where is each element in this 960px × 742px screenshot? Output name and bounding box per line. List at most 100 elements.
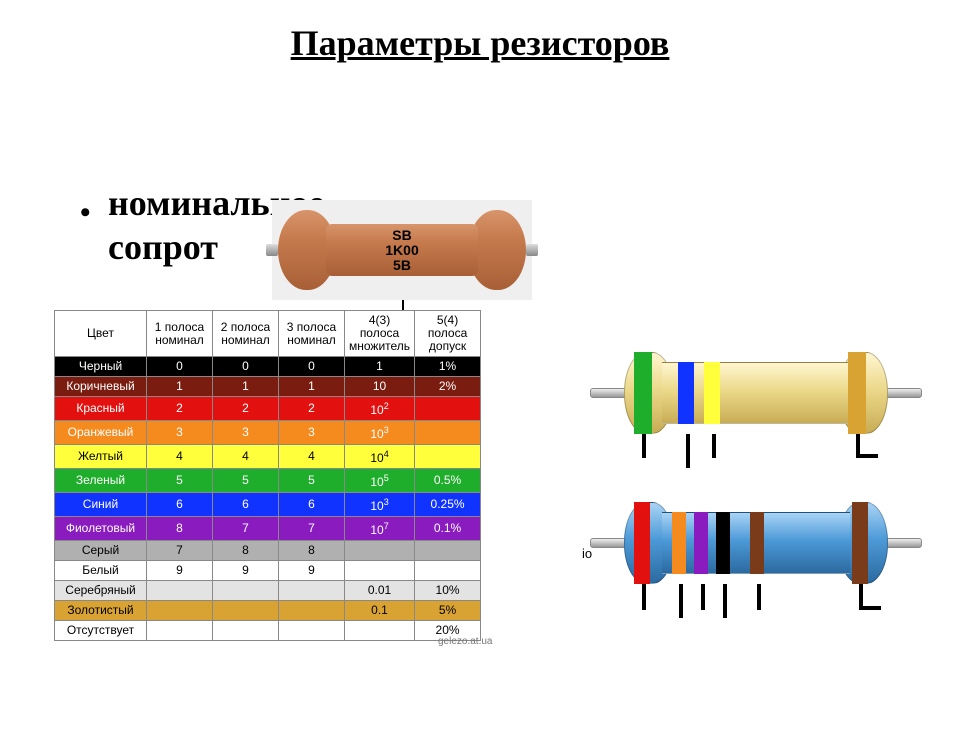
table-cell: 5% xyxy=(415,601,481,621)
table-cell: 0 xyxy=(279,357,345,377)
table-cell xyxy=(345,541,415,561)
table-cell: 9 xyxy=(213,561,279,581)
color-band xyxy=(852,502,868,584)
table-cell: 2 xyxy=(279,397,345,421)
table-cell: 5 xyxy=(147,469,213,493)
callout-line xyxy=(679,584,683,618)
table-row: Белый999 xyxy=(55,561,481,581)
table-cell xyxy=(279,581,345,601)
table-cell xyxy=(213,581,279,601)
table-cell: 5 xyxy=(279,469,345,493)
table-row: Серый788 xyxy=(55,541,481,561)
table-cell: 4 xyxy=(213,445,279,469)
table-row: Золотистый 0.15% xyxy=(55,601,481,621)
table-cell: 0.25% xyxy=(415,493,481,517)
table-cell: 1 xyxy=(279,377,345,397)
table-header: 5(4) полосадопуск xyxy=(415,311,481,357)
color-name-cell: Отсутствует xyxy=(55,621,147,641)
table-row: Красный222102 xyxy=(55,397,481,421)
table-header: 3 полосаноминал xyxy=(279,311,345,357)
color-name-cell: Желтый xyxy=(55,445,147,469)
color-band xyxy=(672,512,686,574)
table-cell: 3 xyxy=(279,421,345,445)
color-name-cell: Черный xyxy=(55,357,147,377)
callout-line xyxy=(642,434,646,458)
table-cell: 1 xyxy=(213,377,279,397)
color-name-cell: Золотистый xyxy=(55,601,147,621)
credit-text: gelezo.at.ua xyxy=(438,636,493,647)
table-cell: 5 xyxy=(213,469,279,493)
callout-hook xyxy=(856,454,878,458)
table-cell: 103 xyxy=(345,421,415,445)
color-band xyxy=(716,512,730,574)
table-header: 4(3) полосамножитель xyxy=(345,311,415,357)
color-name-cell: Коричневый xyxy=(55,377,147,397)
tick-mark xyxy=(402,300,404,310)
color-name-cell: Белый xyxy=(55,561,147,581)
table-cell: 3 xyxy=(213,421,279,445)
table-header: 2 полосаноминал xyxy=(213,311,279,357)
table-cell: 0.1 xyxy=(345,601,415,621)
table-cell: 102 xyxy=(345,397,415,421)
table-cell: 2 xyxy=(147,397,213,421)
table-row: Коричневый111102% xyxy=(55,377,481,397)
resistor-text: 5B xyxy=(272,258,532,273)
table-cell: 8 xyxy=(279,541,345,561)
color-name-cell: Серый xyxy=(55,541,147,561)
table-cell: 6 xyxy=(279,493,345,517)
table-row: Фиолетовый8771070.1% xyxy=(55,517,481,541)
resistor-diagram-4band xyxy=(600,352,912,434)
table-cell: 1 xyxy=(345,357,415,377)
callout-line xyxy=(642,584,646,610)
table-row: Серебряный0.0110% xyxy=(55,581,481,601)
color-code-table: Цвет1 полосаноминал2 полосаноминал3 поло… xyxy=(54,310,481,641)
table-cell: 0.01 xyxy=(345,581,415,601)
resistor-wire xyxy=(882,388,922,398)
table-cell: 9 xyxy=(279,561,345,581)
table-cell: 3 xyxy=(147,421,213,445)
table-cell xyxy=(345,621,415,641)
color-name-cell: Зеленый xyxy=(55,469,147,493)
table-cell: 8 xyxy=(147,517,213,541)
callout-line xyxy=(712,434,716,458)
table-cell: 10% xyxy=(415,581,481,601)
table-cell xyxy=(279,601,345,621)
table-header: Цвет xyxy=(55,311,147,357)
color-name-cell: Красный xyxy=(55,397,147,421)
table-header: 1 полосаноминал xyxy=(147,311,213,357)
table-cell: 10 xyxy=(345,377,415,397)
table-cell xyxy=(147,601,213,621)
page-title: Параметры резисторов xyxy=(0,22,960,64)
table-cell: 2% xyxy=(415,377,481,397)
table-row: Зеленый5551050.5% xyxy=(55,469,481,493)
color-band xyxy=(634,502,650,584)
color-name-cell: Фиолетовый xyxy=(55,517,147,541)
table-cell: 7 xyxy=(147,541,213,561)
callout-line xyxy=(701,584,705,610)
table-cell: 6 xyxy=(147,493,213,517)
table-cell: 0 xyxy=(147,357,213,377)
color-band xyxy=(704,362,720,424)
callout-line xyxy=(757,584,761,610)
physical-resistor: SB 1K00 5B xyxy=(272,200,532,300)
table-cell: 0.5% xyxy=(415,469,481,493)
color-name-cell: Оранжевый xyxy=(55,421,147,445)
table-cell xyxy=(415,445,481,469)
table-cell: 7 xyxy=(213,517,279,541)
table-row: Оранжевый333103 xyxy=(55,421,481,445)
table-cell: 2 xyxy=(213,397,279,421)
table-cell xyxy=(279,621,345,641)
color-band xyxy=(678,362,694,424)
io-label: io xyxy=(582,546,592,561)
color-band xyxy=(848,352,866,434)
table-cell xyxy=(213,621,279,641)
resistor-marking: SB 1K00 5B xyxy=(272,228,532,273)
resistor-text: SB xyxy=(272,228,532,243)
table-cell: 8 xyxy=(213,541,279,561)
table-cell xyxy=(415,421,481,445)
resistor-text: 1K00 xyxy=(272,243,532,258)
table-cell: 6 xyxy=(213,493,279,517)
resistor-diagrams xyxy=(600,352,940,632)
callout-line xyxy=(686,434,690,468)
table-cell xyxy=(415,541,481,561)
